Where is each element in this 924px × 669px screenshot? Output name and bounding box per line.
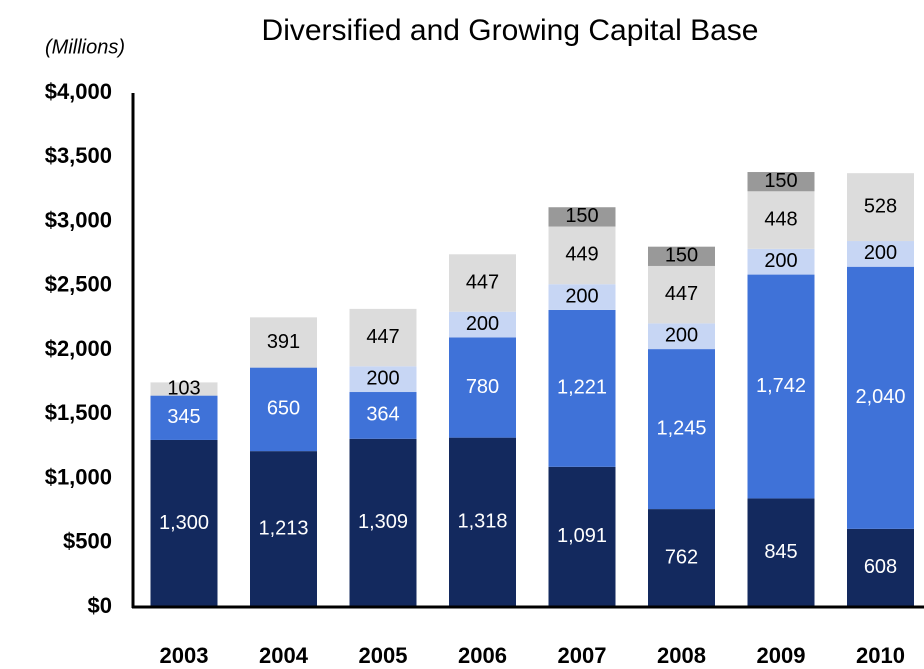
x-tick-label: 2004 xyxy=(259,643,309,668)
bar-segment xyxy=(150,395,218,440)
bar-segment xyxy=(548,466,616,607)
data-label: 150 xyxy=(764,170,797,192)
data-label: 1,742 xyxy=(756,375,806,397)
bar-segment xyxy=(250,367,317,452)
data-label: 1,318 xyxy=(457,511,507,533)
data-label: 345 xyxy=(167,406,200,428)
y-tick-label: $3,500 xyxy=(45,143,112,168)
y-tick-label: $500 xyxy=(63,529,112,554)
data-label: 1,245 xyxy=(656,417,706,439)
data-label: 200 xyxy=(466,313,499,335)
data-label: 1,309 xyxy=(358,511,408,533)
y-tick-label: $3,000 xyxy=(45,207,112,232)
y-tick-label: $2,500 xyxy=(45,272,112,297)
bar-segment xyxy=(250,317,317,368)
bar-segment xyxy=(747,274,815,499)
bar-segment xyxy=(548,284,616,310)
bar-segment xyxy=(648,509,715,607)
bar-segment xyxy=(847,266,914,529)
data-label: 391 xyxy=(267,331,300,353)
bar-segment xyxy=(150,439,218,607)
data-label: 447 xyxy=(366,326,399,348)
bar-segment xyxy=(449,337,516,438)
data-label: 448 xyxy=(764,208,797,230)
chart-title: Diversified and Growing Capital Base xyxy=(262,14,759,47)
x-tick-label: 2010 xyxy=(856,643,905,668)
bar-segment xyxy=(648,349,715,510)
bar-segment xyxy=(747,248,815,275)
data-label: 845 xyxy=(764,541,797,563)
bar-segment xyxy=(747,172,815,192)
data-label: 200 xyxy=(864,242,897,264)
bar-segment xyxy=(847,241,914,267)
y-tick-label: $0 xyxy=(88,593,112,618)
bar-segment xyxy=(449,437,516,607)
data-label: 650 xyxy=(267,398,300,420)
bar-segment xyxy=(747,191,815,249)
bar-segment xyxy=(449,254,516,312)
data-label: 103 xyxy=(167,377,200,399)
x-tick-label: 2007 xyxy=(558,643,607,668)
x-tick-label: 2003 xyxy=(160,643,209,668)
bar-segment xyxy=(349,308,417,367)
data-label: 528 xyxy=(864,195,897,217)
data-label: 2,040 xyxy=(855,386,905,408)
y-tick-label: $4,000 xyxy=(45,79,112,104)
data-label: 1,213 xyxy=(258,517,308,539)
data-label: 608 xyxy=(864,556,897,578)
data-label: 449 xyxy=(565,244,598,266)
data-label: 780 xyxy=(466,376,499,398)
bar-segment xyxy=(648,323,715,350)
data-label: 1,091 xyxy=(557,525,607,547)
data-label: 447 xyxy=(466,271,499,293)
data-label: 200 xyxy=(565,285,598,307)
bar-segment xyxy=(150,382,218,396)
data-label: 200 xyxy=(764,250,797,272)
data-label: 364 xyxy=(366,404,399,426)
x-tick-label: 2006 xyxy=(458,643,507,668)
data-label: 447 xyxy=(665,283,698,305)
y-tick-label: $1,000 xyxy=(45,464,112,489)
bar-segment xyxy=(548,226,616,285)
data-label: 150 xyxy=(665,245,698,267)
bar-segment xyxy=(747,498,815,607)
bar-segment xyxy=(250,451,317,607)
bar-segment xyxy=(349,438,417,607)
data-label: 150 xyxy=(565,205,598,227)
bar-segment xyxy=(349,392,417,439)
bar-segment xyxy=(847,173,914,242)
x-tick-label: 2005 xyxy=(359,643,408,668)
data-label: 762 xyxy=(665,546,698,568)
bar-segment xyxy=(548,309,616,467)
y-tick-label: $1,500 xyxy=(45,400,112,425)
bar-segment xyxy=(449,311,516,338)
data-label: 200 xyxy=(665,325,698,347)
data-label: 1,300 xyxy=(159,512,209,534)
data-label: 200 xyxy=(366,367,399,389)
x-tick-label: 2008 xyxy=(657,643,706,668)
bar-segment xyxy=(648,265,715,324)
bar-segment xyxy=(349,366,417,393)
unit-label: (Millions) xyxy=(45,36,125,58)
x-tick-label: 2009 xyxy=(757,643,806,668)
bar-segment xyxy=(648,246,715,266)
y-tick-label: $2,000 xyxy=(45,336,112,361)
data-label: 1,221 xyxy=(557,377,607,399)
bar-segment xyxy=(548,207,616,227)
bar-segment xyxy=(847,528,914,607)
